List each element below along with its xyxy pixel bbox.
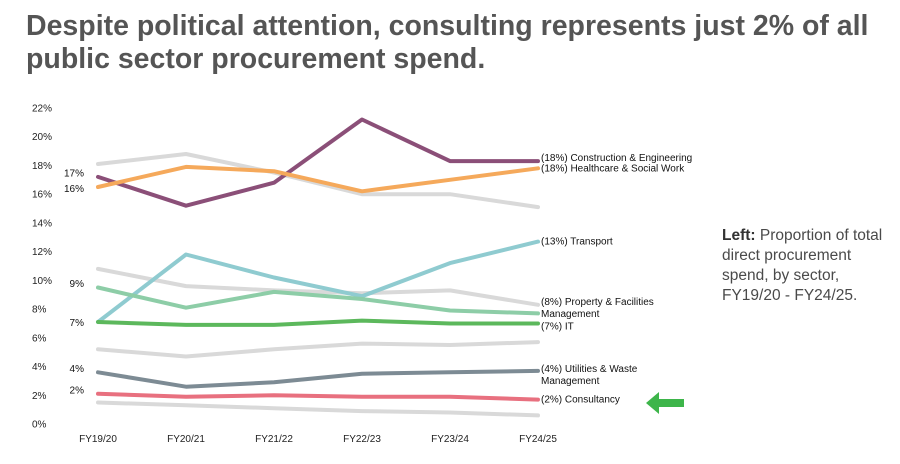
series-line-consultancy: [96, 391, 540, 402]
y-tick-label: 20%: [32, 132, 52, 143]
y-tick-label: 12%: [32, 247, 52, 258]
series-lines: [96, 117, 540, 418]
y-tick-label: 2%: [32, 391, 47, 402]
series-label-consultancy: (2%) Consultancy: [541, 395, 620, 406]
chart-title: Despite political attention, consulting …: [26, 10, 869, 75]
series-line-other: [96, 266, 540, 307]
series-label-property-facilities-management: (8%) Property & Facilities Management: [541, 297, 654, 320]
start-value-label: 17%: [64, 168, 84, 179]
start-value-label: 4%: [70, 364, 85, 375]
start-value-label: 16%: [64, 184, 84, 195]
x-tick-label: FY21/22: [255, 434, 293, 445]
series-line-healthcare-social-work: [96, 164, 540, 194]
y-tick-label: 16%: [32, 190, 52, 201]
series-label-transport: (13%) Transport: [541, 237, 613, 248]
side-note-text: Proportion of total direct procurement s…: [722, 227, 883, 304]
series-label-utilities-waste-management: (4%) Utilities & Waste Management: [541, 364, 638, 387]
x-axis: FY19/20 FY20/21 FY21/22 FY22/23 FY23/24 FY24/…: [79, 434, 557, 445]
series-line-it: [96, 318, 540, 327]
y-tick-label: 22%: [32, 104, 52, 115]
start-value-label: 7%: [70, 318, 85, 329]
series-line-transport: [96, 239, 540, 324]
start-value-label: 2%: [70, 385, 85, 396]
y-tick-label: 14%: [32, 218, 52, 229]
x-tick-label: FY22/23: [343, 434, 381, 445]
series-line-other: [96, 152, 540, 210]
series-line-other: [96, 340, 540, 359]
series-label-construction-engineering: (18%) Construction & Engineering: [541, 153, 692, 164]
series-line-other: [96, 400, 540, 418]
side-note-bold: Left:: [722, 227, 756, 244]
y-axis: 0% 2% 4% 6% 8% 10% 12% 14% 16% 18% 20% 22%: [32, 104, 52, 431]
start-value-label: 9%: [70, 279, 85, 290]
y-tick-label: 8%: [32, 305, 47, 316]
series-label-it: (7%) IT: [541, 321, 574, 332]
y-tick-label: 6%: [32, 333, 47, 344]
series-line-utilities-waste-management: [96, 368, 540, 389]
series-line-property-facilities-management: [96, 285, 540, 316]
y-tick-label: 18%: [32, 161, 52, 172]
y-tick-label: 4%: [32, 362, 47, 373]
series-labels: (18%) Construction & Engineering(18%) He…: [541, 153, 692, 405]
left-arrow-icon: [646, 392, 684, 414]
side-note: Left: Proportion of total direct procure…: [722, 226, 892, 306]
x-tick-label: FY24/25: [519, 434, 557, 445]
series-label-healthcare-social-work: (18%) Healthcare & Social Work: [541, 163, 685, 174]
x-tick-label: FY23/24: [431, 434, 469, 445]
x-tick-label: FY19/20: [79, 434, 117, 445]
y-tick-label: 10%: [32, 276, 52, 287]
x-tick-label: FY20/21: [167, 434, 205, 445]
series-line-construction-engineering: [96, 117, 540, 208]
start-value-labels: 17% 16% 9% 7% 4% 2%: [64, 168, 84, 396]
y-tick-label: 0%: [32, 420, 47, 431]
